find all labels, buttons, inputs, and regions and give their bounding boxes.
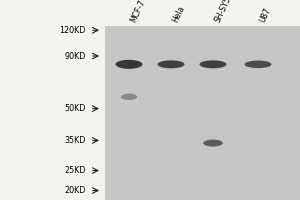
Text: 50KD: 50KD [64,104,86,113]
Text: 25KD: 25KD [64,166,86,175]
Ellipse shape [200,60,226,68]
Text: 90KD: 90KD [64,52,86,61]
Text: 35KD: 35KD [64,136,86,145]
Text: 20KD: 20KD [64,186,86,195]
Ellipse shape [158,60,184,68]
Text: SH-SY5Y: SH-SY5Y [213,0,235,24]
Text: U87: U87 [258,6,272,24]
Ellipse shape [116,60,142,69]
Ellipse shape [203,140,223,147]
Text: MCF-7: MCF-7 [129,0,147,24]
Text: 120KD: 120KD [59,26,86,35]
Bar [105,26,300,200]
Ellipse shape [244,61,272,68]
Ellipse shape [121,94,137,100]
Text: Hela: Hela [171,4,187,24]
